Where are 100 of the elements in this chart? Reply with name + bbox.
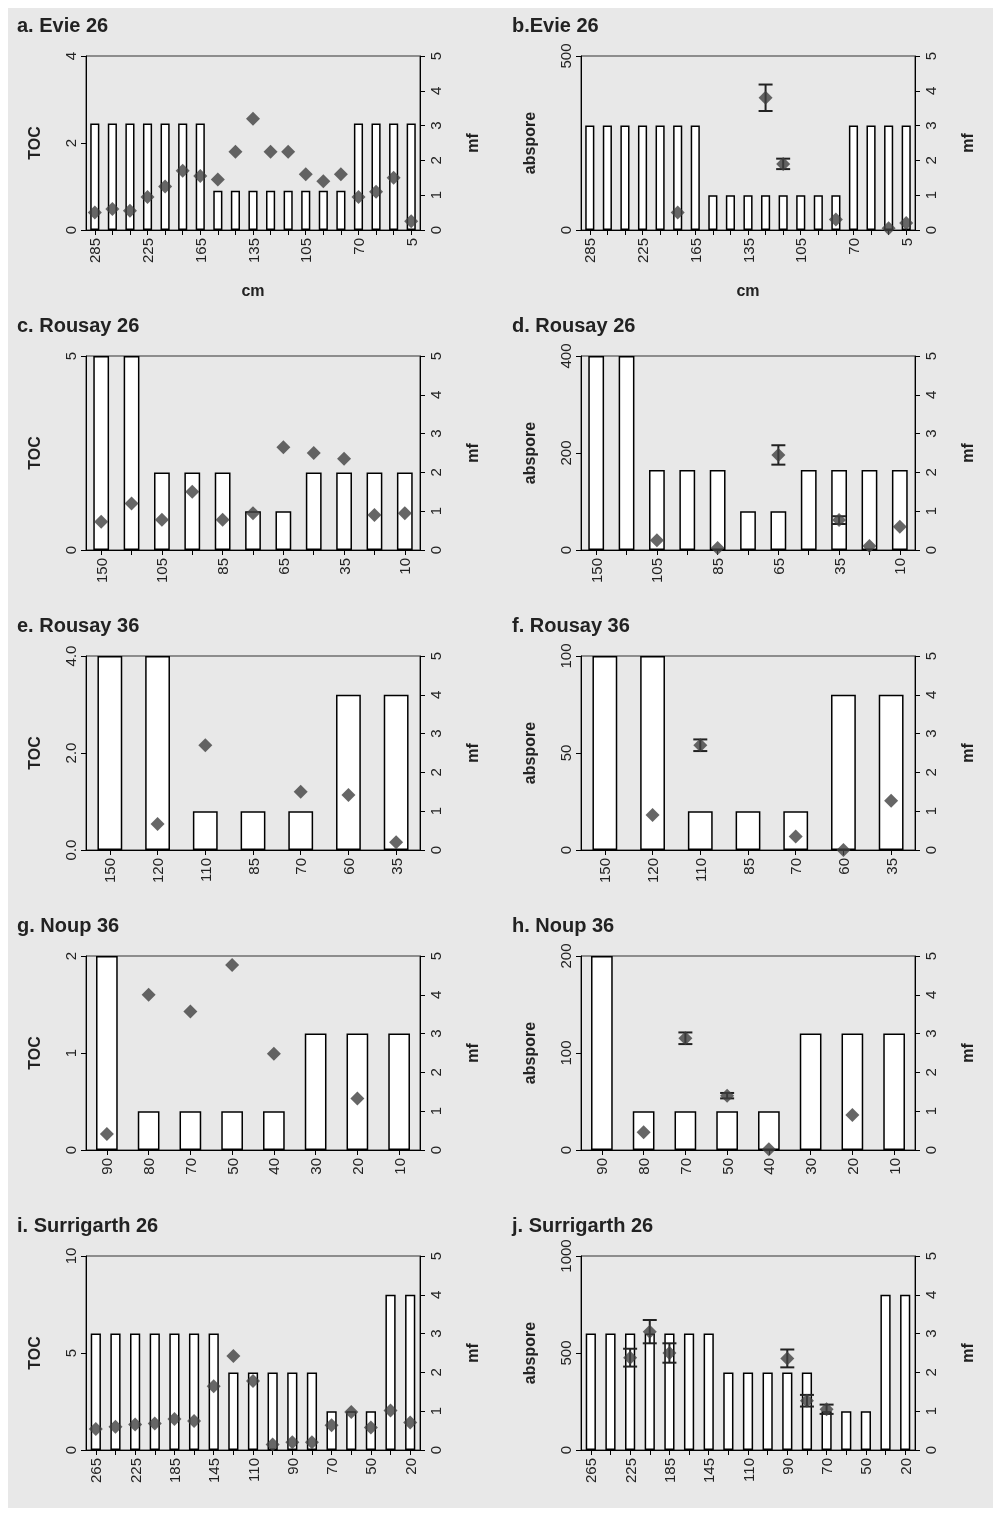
- y-tick-label: 50: [557, 744, 574, 762]
- point: [141, 987, 156, 1002]
- y2-tick-label: 2: [427, 468, 444, 477]
- y2-axis-title: mf: [463, 742, 481, 763]
- y-axis-title: TOC: [25, 125, 43, 160]
- y2-tick-label: 0: [427, 1145, 444, 1155]
- point: [828, 212, 843, 227]
- x-tick-label: 165: [686, 238, 704, 264]
- chart-title: j. Surrigarth 26: [511, 1214, 654, 1236]
- x-tick-label: 105: [648, 558, 666, 584]
- y-tick-label: 0: [557, 845, 574, 855]
- point: [154, 512, 169, 527]
- y-tick-label: 500: [557, 43, 574, 69]
- y2-tick-label: 4: [922, 86, 939, 95]
- point: [670, 205, 685, 220]
- y-tick-label: 1000: [557, 1239, 574, 1273]
- y2-tick-label: 3: [922, 121, 939, 130]
- y-tick-label: 0.0: [62, 839, 79, 861]
- x-tick-label: 110: [244, 1458, 262, 1482]
- y2-tick-label: 4: [427, 390, 444, 399]
- y2-tick-label: 3: [922, 1029, 939, 1038]
- y2-tick-label: 2: [922, 1068, 939, 1077]
- point: [892, 519, 907, 534]
- y-tick-label: 2: [62, 951, 79, 961]
- y2-axis-title: mf: [958, 742, 976, 763]
- y2-tick-label: 2: [427, 156, 444, 165]
- x-tick-label: 20: [401, 1458, 419, 1475]
- y2-axis-title: mf: [958, 1042, 976, 1063]
- point: [344, 1404, 359, 1419]
- y2-tick-label: 5: [922, 1251, 939, 1261]
- x-tick-label: 85: [214, 558, 232, 575]
- x-tick-label: 50: [223, 1158, 241, 1175]
- x-tick-label: 225: [126, 1458, 144, 1484]
- point: [94, 514, 109, 529]
- y2-tick-label: 1: [922, 191, 939, 200]
- x-tick-label: 185: [165, 1458, 183, 1484]
- x-tick-label: 120: [149, 858, 167, 884]
- point: [845, 1108, 860, 1123]
- point: [645, 808, 660, 823]
- point: [246, 506, 260, 521]
- point: [337, 451, 352, 466]
- point: [88, 1422, 103, 1437]
- x-axis-title: cm: [736, 281, 760, 299]
- y2-tick-label: 4: [922, 390, 939, 399]
- point: [324, 1418, 339, 1433]
- point: [99, 1127, 114, 1142]
- y-tick-label: 5: [62, 1348, 79, 1358]
- y2-axis-title: mf: [463, 442, 481, 463]
- x-tick-label: 90: [778, 1458, 796, 1475]
- y2-tick-label: 5: [427, 1251, 444, 1261]
- point: [175, 163, 190, 178]
- y2-tick-label: 0: [427, 545, 444, 555]
- chart-title: e. Rousay 36: [17, 614, 140, 636]
- point: [710, 541, 725, 556]
- x-tick-label: 105: [297, 238, 315, 264]
- y2-axis-title: mf: [958, 442, 976, 463]
- x-tick-label: 10: [885, 1158, 903, 1175]
- x-tick-label: 50: [857, 1458, 875, 1475]
- point: [281, 144, 296, 159]
- y2-tick-label: 1: [427, 507, 444, 516]
- x-tick-label: 150: [92, 558, 110, 584]
- y2-tick-label: 1: [427, 807, 444, 816]
- y-axis-title: abspore: [520, 421, 538, 485]
- point: [187, 1413, 202, 1428]
- y2-axis-title: mf: [463, 1342, 481, 1363]
- point: [758, 90, 773, 105]
- x-tick-label: 185: [660, 1458, 678, 1484]
- x-tick-label: 150: [587, 558, 605, 584]
- y-axis-title: TOC: [25, 1335, 43, 1370]
- y2-tick-label: 0: [922, 545, 939, 555]
- x-tick-label: 135: [739, 238, 757, 264]
- y2-tick-label: 1: [922, 1107, 939, 1116]
- y-tick-label: 0: [557, 225, 574, 235]
- point: [350, 1091, 365, 1106]
- x-tick-label: 85: [244, 858, 262, 875]
- point: [899, 216, 914, 231]
- point: [285, 1435, 300, 1450]
- y2-tick-label: 0: [427, 845, 444, 855]
- y2-tick-label: 2: [922, 156, 939, 165]
- x-tick-label: 30: [307, 1158, 325, 1175]
- x-tick-label: 10: [396, 558, 414, 575]
- x-tick-label: 10: [390, 1158, 408, 1175]
- x-tick-label: 65: [274, 558, 292, 575]
- y2-tick-label: 2: [427, 1368, 444, 1377]
- x-tick-label: 35: [830, 558, 848, 575]
- chart-title: h. Noup 36: [512, 914, 615, 936]
- x-tick-label: 10: [891, 558, 909, 575]
- y2-tick-label: 5: [922, 51, 939, 61]
- y-tick-label: 0: [62, 225, 79, 235]
- y2-tick-label: 0: [427, 225, 444, 235]
- x-axis-title: cm: [241, 281, 265, 299]
- x-tick-label: 85: [709, 558, 727, 575]
- y-tick-label: 10: [62, 1247, 79, 1265]
- x-tick-label: 285: [86, 238, 104, 264]
- y2-tick-label: 3: [427, 1029, 444, 1038]
- x-tick-label: 70: [181, 1158, 199, 1175]
- point: [193, 169, 208, 184]
- y2-axis-title: mf: [958, 1342, 976, 1363]
- point: [167, 1411, 182, 1426]
- x-tick-label: 20: [843, 1158, 861, 1175]
